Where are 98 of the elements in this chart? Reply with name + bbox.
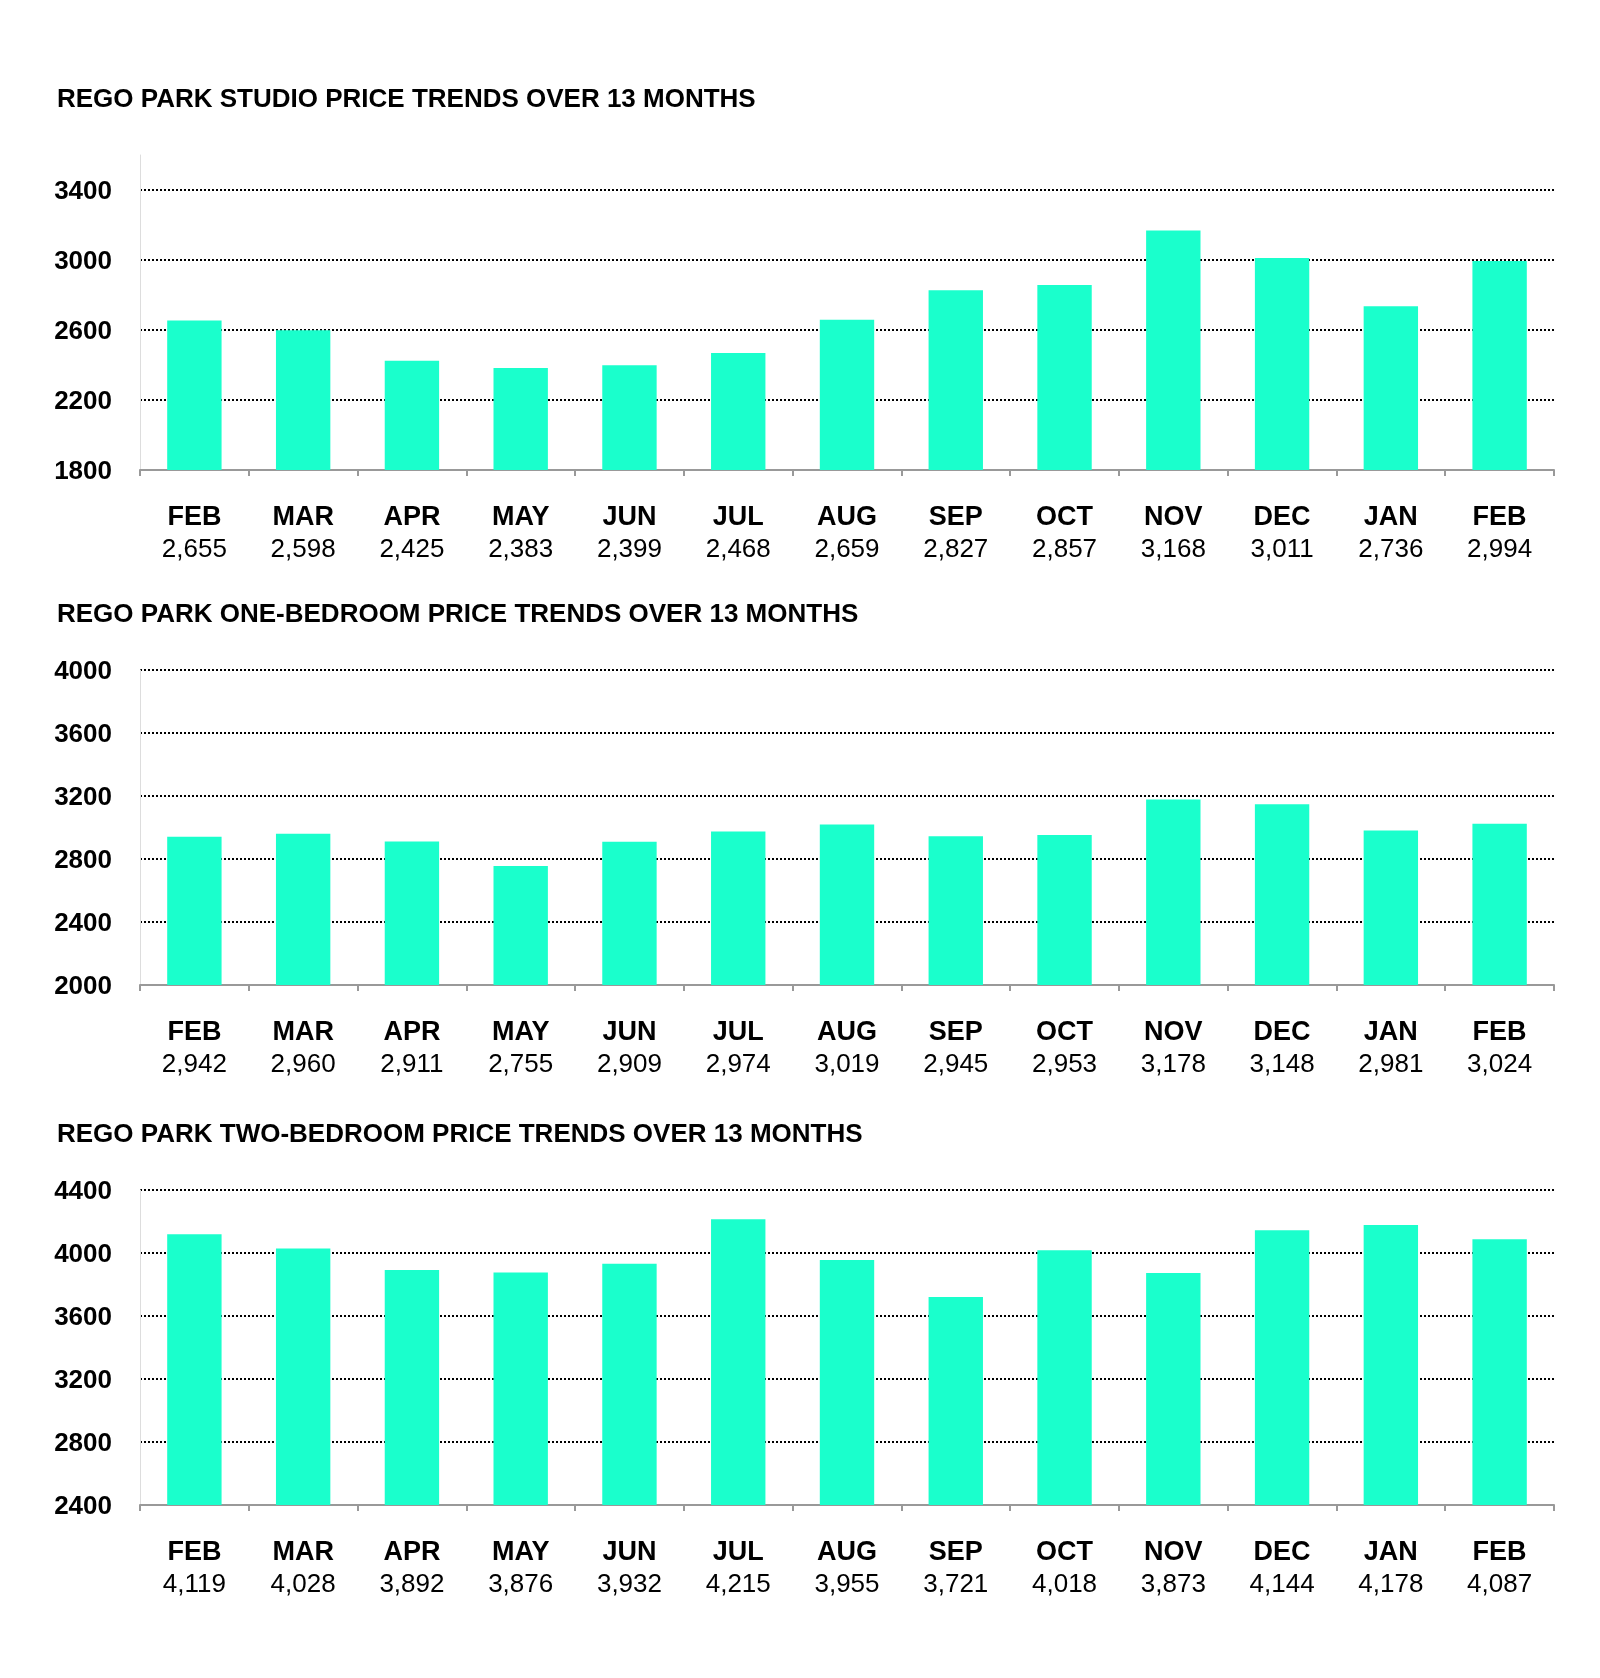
data-label: 3,955 xyxy=(814,1568,880,1598)
data-label: 3,721 xyxy=(923,1568,989,1598)
x-tick-label: JUL xyxy=(712,1536,764,1566)
x-tick-label: FEB xyxy=(1472,501,1527,531)
x-tick-label: JUN xyxy=(602,501,657,531)
data-label: 3,148 xyxy=(1249,1048,1315,1078)
y-tick-label: 3400 xyxy=(54,175,112,205)
x-tick-label: FEB xyxy=(1472,1016,1527,1046)
data-label: 2,953 xyxy=(1032,1048,1098,1078)
y-tick-label: 4000 xyxy=(54,1238,112,1268)
data-label: 2,909 xyxy=(596,1048,662,1078)
data-label: 2,960 xyxy=(270,1048,336,1078)
data-label: 3,932 xyxy=(596,1568,662,1598)
data-label: 3,168 xyxy=(1140,533,1206,563)
x-tick-label: MAR xyxy=(272,1536,334,1566)
data-label: 2,468 xyxy=(705,533,771,563)
x-tick-label: JUL xyxy=(712,1016,764,1046)
x-tick-label: MAY xyxy=(491,1536,550,1566)
data-label: 4,119 xyxy=(162,1568,226,1598)
data-label: 3,178 xyxy=(1140,1048,1206,1078)
x-tick-label: JAN xyxy=(1363,1536,1418,1566)
data-label: 2,945 xyxy=(923,1048,989,1078)
x-tick-label: AUG xyxy=(817,501,877,531)
x-tick-label: AUG xyxy=(817,1016,877,1046)
y-tick-label: 4400 xyxy=(54,1175,112,1205)
data-label: 2,827 xyxy=(923,533,989,563)
data-label: 2,655 xyxy=(161,533,227,563)
data-label: 4,144 xyxy=(1249,1568,1315,1598)
x-tick-label: NOV xyxy=(1144,1536,1203,1566)
y-tick-label: 2200 xyxy=(54,385,112,415)
x-tick-label: OCT xyxy=(1036,501,1094,531)
x-tick-label: NOV xyxy=(1144,1016,1203,1046)
y-tick-label: 3600 xyxy=(54,1301,112,1331)
data-label: 3,873 xyxy=(1140,1568,1206,1598)
x-tick-label: JUL xyxy=(712,501,764,531)
data-label: 3,011 xyxy=(1250,533,1314,563)
y-tick-label: 2400 xyxy=(54,907,112,937)
data-label: 2,942 xyxy=(161,1048,227,1078)
chart-title: REGO PARK TWO-BEDROOM PRICE TRENDS OVER 13 MONTHS xyxy=(57,1118,863,1148)
y-tick-label: 2800 xyxy=(54,1427,112,1457)
data-label: 4,018 xyxy=(1032,1568,1098,1598)
chart-title: REGO PARK ONE-BEDROOM PRICE TRENDS OVER 13 MONTHS xyxy=(57,598,859,628)
x-tick-label: DEC xyxy=(1253,1536,1311,1566)
data-label: 2,659 xyxy=(814,533,880,563)
data-label: 2,981 xyxy=(1358,1048,1424,1078)
y-tick-label: 3000 xyxy=(54,245,112,275)
data-label: 2,736 xyxy=(1358,533,1424,563)
x-tick-label: APR xyxy=(383,501,441,531)
x-tick-label: FEB xyxy=(167,501,222,531)
data-label: 4,087 xyxy=(1467,1568,1533,1598)
data-label: 3,892 xyxy=(379,1568,445,1598)
x-tick-label: FEB xyxy=(1472,1536,1527,1566)
x-tick-label: DEC xyxy=(1253,1016,1311,1046)
data-label: 2,383 xyxy=(488,533,554,563)
x-tick-label: JAN xyxy=(1363,1016,1418,1046)
x-tick-label: SEP xyxy=(928,501,983,531)
y-tick-label: 2800 xyxy=(54,844,112,874)
y-tick-label: 3200 xyxy=(54,781,112,811)
y-tick-label: 2600 xyxy=(54,315,112,345)
x-tick-label: JUN xyxy=(602,1536,657,1566)
x-tick-label: NOV xyxy=(1144,501,1203,531)
x-tick-label: DEC xyxy=(1253,501,1311,531)
y-tick-label: 2000 xyxy=(54,970,112,1000)
data-label: 2,425 xyxy=(379,533,445,563)
data-label: 4,215 xyxy=(705,1568,771,1598)
x-tick-label: OCT xyxy=(1036,1016,1094,1046)
y-tick-label: 2400 xyxy=(54,1490,112,1520)
x-tick-label: MAY xyxy=(491,1016,550,1046)
data-label: 2,399 xyxy=(596,533,662,563)
data-label: 4,028 xyxy=(270,1568,336,1598)
x-tick-label: APR xyxy=(383,1536,441,1566)
x-tick-label: FEB xyxy=(167,1536,222,1566)
x-tick-label: JUN xyxy=(602,1016,657,1046)
y-tick-label: 3600 xyxy=(54,718,112,748)
x-tick-label: JAN xyxy=(1363,501,1418,531)
data-label: 2,598 xyxy=(270,533,336,563)
data-label: 2,974 xyxy=(705,1048,771,1078)
data-label: 2,755 xyxy=(488,1048,554,1078)
x-tick-label: AUG xyxy=(817,1536,877,1566)
y-tick-label: 1800 xyxy=(54,455,112,485)
x-tick-label: OCT xyxy=(1036,1536,1094,1566)
x-tick-label: MAY xyxy=(491,501,550,531)
data-label: 3,876 xyxy=(488,1568,554,1598)
x-tick-label: SEP xyxy=(928,1016,983,1046)
data-label: 2,911 xyxy=(380,1048,444,1078)
data-label: 3,019 xyxy=(814,1048,880,1078)
y-tick-label: 3200 xyxy=(54,1364,112,1394)
chart-title: REGO PARK STUDIO PRICE TRENDS OVER 13 MONTHS xyxy=(57,83,756,113)
x-tick-label: APR xyxy=(383,1016,441,1046)
data-label: 4,178 xyxy=(1358,1568,1424,1598)
x-tick-label: MAR xyxy=(272,1016,334,1046)
y-tick-label: 4000 xyxy=(54,655,112,685)
data-label: 2,994 xyxy=(1467,533,1533,563)
x-tick-label: FEB xyxy=(167,1016,222,1046)
x-tick-label: MAR xyxy=(272,501,334,531)
x-tick-label: SEP xyxy=(928,1536,983,1566)
data-label: 3,024 xyxy=(1467,1048,1533,1078)
data-label: 2,857 xyxy=(1032,533,1098,563)
